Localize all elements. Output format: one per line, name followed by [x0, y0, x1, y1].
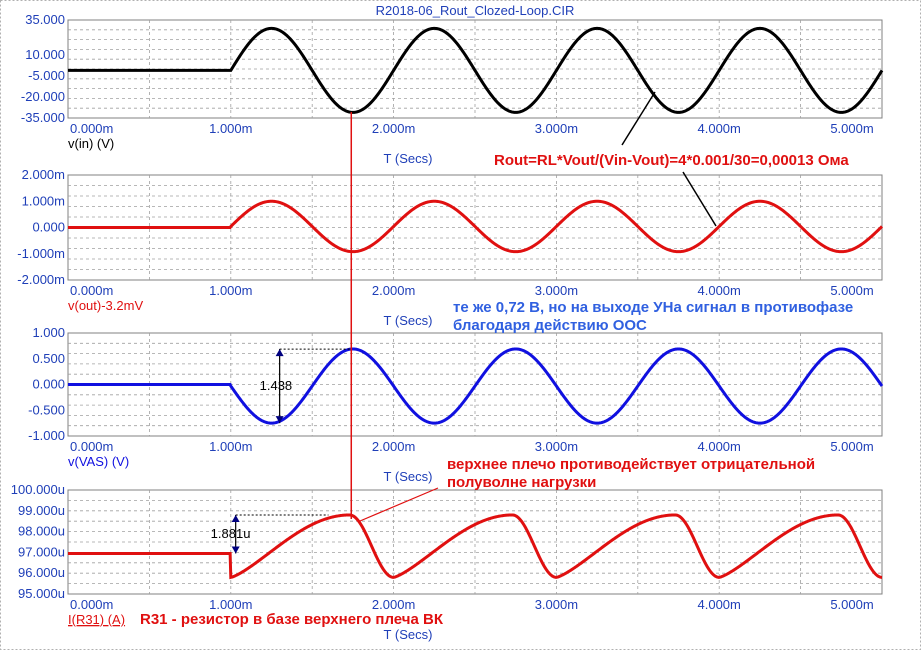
y-tick-label: 1.000m [22, 193, 65, 208]
x-tick-label: 0.000m [70, 283, 113, 298]
grid [68, 175, 882, 280]
x-axis-label: T (Secs) [384, 627, 433, 642]
y-tick-label: -0.500 [28, 402, 65, 417]
x-tick-label: 4.000m [698, 121, 741, 136]
y-tick-label: 2.000m [22, 167, 65, 182]
y-tick-label: 10.000 [25, 47, 65, 62]
x-tick-label: 5.000m [830, 597, 873, 612]
arrow-up-icon [231, 514, 240, 522]
y-tick-label: 99.000u [18, 503, 65, 518]
r31-note: R31 - резистор в базе верхнего плеча ВК [140, 611, 444, 628]
measurement-marker[interactable]: 1.881u [211, 514, 329, 554]
upper-arm-note-line1: верхнее плечо противодействует отрицател… [447, 456, 815, 473]
x-tick-label: 1.000m [209, 439, 252, 454]
trace-name-label[interactable]: v(out)-3.2mV [68, 298, 143, 313]
trace-name-label[interactable]: v(in) (V) [68, 136, 114, 151]
panel-3: 1.000 0.500 0.000 -0.500 -1.000 0.000m 1.000m 2… [28, 325, 884, 484]
upper-arm-note-line2: полуволне нагрузки [447, 474, 596, 491]
y-tick-label: -35.000 [21, 110, 65, 125]
antiphase-note-line2: благодаря действию ООС [453, 317, 647, 334]
x-tick-label: 2.000m [372, 597, 415, 612]
x-tick-label: 1.000m [209, 597, 252, 612]
y-tick-label: 96.000u [18, 565, 65, 580]
x-tick-label: 1.000m [209, 283, 252, 298]
arrow-up-icon [275, 349, 284, 357]
grid [68, 333, 882, 436]
trace-name-label[interactable]: v(VAS) (V) [68, 454, 129, 469]
arrow-down-icon [275, 416, 284, 424]
y-tick-label: 1.000 [32, 325, 65, 340]
trace-line [68, 513, 883, 580]
measurement-value: 1.881u [211, 526, 251, 541]
x-tick-label: 3.000m [535, 597, 578, 612]
x-tick-label: 1.000m [209, 121, 252, 136]
x-tick-label: 5.000m [830, 121, 873, 136]
y-tick-label: -2.000m [17, 272, 65, 287]
antiphase-note-line1: те же 0,72 В, но на выходе УНа сигнал в … [453, 299, 853, 316]
x-tick-label: 4.000m [698, 597, 741, 612]
y-tick-label: -1.000 [28, 428, 65, 443]
x-axis-label: T (Secs) [384, 313, 433, 328]
x-tick-label: 5.000m [830, 439, 873, 454]
window-title: R2018-06_Rout_Clozed-Loop.CIR [376, 3, 575, 18]
y-tick-label: 95.000u [18, 586, 65, 601]
y-tick-label: 98.000u [18, 524, 65, 539]
x-axis-label: T (Secs) [384, 469, 433, 484]
x-tick-label: 5.000m [830, 283, 873, 298]
y-tick-label: 0.000 [32, 377, 65, 392]
x-tick-label: 2.000m [372, 121, 415, 136]
x-tick-label: 3.000m [535, 439, 578, 454]
y-tick-label: 97.000u [18, 544, 65, 559]
rout-pointer-line [621, 91, 656, 146]
x-tick-label: 2.000m [372, 283, 415, 298]
x-tick-label: 4.000m [698, 439, 741, 454]
trace-name-label[interactable]: I(R31) (A) [68, 612, 125, 627]
panel-1: 35.000 10.000 -5.000 -20.000 -35.000 0.000m 1.… [21, 12, 884, 166]
trace-line [68, 347, 884, 425]
y-tick-label: 0.000 [32, 220, 65, 235]
trace-line [68, 26, 884, 114]
x-tick-label: 3.000m [535, 121, 578, 136]
x-tick-label: 3.000m [535, 283, 578, 298]
measurement-marker[interactable]: 1.438 [260, 348, 350, 424]
y-tick-label: -1.000m [17, 246, 65, 261]
y-tick-label: -5.000 [28, 68, 65, 83]
trace-line [68, 199, 884, 254]
x-tick-label: 0.000m [70, 121, 113, 136]
x-tick-label: 0.000m [70, 439, 113, 454]
x-axis-label: T (Secs) [384, 151, 433, 166]
rout-pointer-line-2 [682, 171, 717, 227]
arrow-down-icon [231, 546, 240, 554]
y-tick-label: 35.000 [25, 12, 65, 27]
y-tick-label: -20.000 [21, 89, 65, 104]
x-tick-label: 0.000m [70, 597, 113, 612]
y-tick-label: 0.500 [32, 351, 65, 366]
panel-4: 100.000u 99.000u 98.000u 97.000u 96.000u 95.0… [11, 482, 883, 642]
measurement-value: 1.438 [260, 378, 293, 393]
x-tick-label: 4.000m [698, 283, 741, 298]
rout-formula-annotation: Rout=RL*Vout/(Vin-Vout)=4*0.001/30=0,000… [494, 152, 849, 169]
upper-arm-pointer-line [359, 487, 439, 522]
y-tick-label: 100.000u [11, 482, 65, 497]
x-tick-label: 2.000m [372, 439, 415, 454]
panel-2: 2.000m 1.000m 0.000 -1.000m -2.000m 0.000m 1.0… [17, 167, 884, 328]
